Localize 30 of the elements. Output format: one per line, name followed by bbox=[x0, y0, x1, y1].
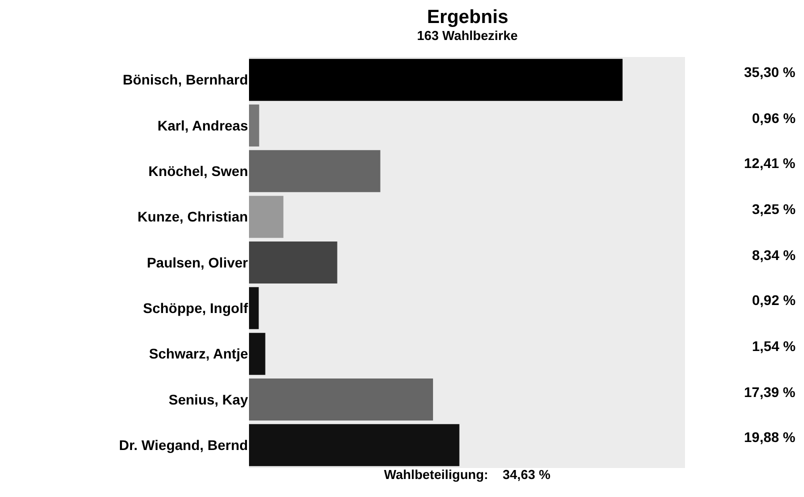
bar bbox=[249, 104, 260, 147]
y-tick-label: Bönisch, Bernhard bbox=[122, 72, 248, 88]
data-label: 0,96 % bbox=[752, 110, 796, 126]
data-label: 3,25 % bbox=[752, 201, 796, 217]
bar bbox=[249, 241, 338, 284]
data-label: 1,54 % bbox=[752, 338, 796, 354]
y-tick-label: Dr. Wiegand, Bernd bbox=[118, 437, 248, 454]
y-tick-label: Schöppe, Ingolf bbox=[143, 300, 248, 316]
y-tick-label: Senius, Kay bbox=[168, 391, 248, 408]
y-tick-label: Schwarz, Antje bbox=[148, 346, 248, 362]
chart-subtitle: 163 Wahlbezirke bbox=[417, 28, 518, 43]
bar bbox=[249, 332, 266, 375]
bar bbox=[249, 58, 623, 101]
data-label: 0,92 % bbox=[752, 292, 796, 308]
data-label: 19,88 % bbox=[744, 429, 796, 445]
annotation: Wahlbeteiligung: 34,63 % bbox=[384, 467, 551, 482]
data-label: 17,39 % bbox=[744, 384, 796, 400]
bar bbox=[249, 150, 380, 192]
y-tick-label: Kunze, Christian bbox=[138, 208, 248, 225]
chart-title: Ergebnis bbox=[427, 7, 508, 28]
data-label: 8,34 % bbox=[752, 247, 796, 263]
y-tick-label: Knöchel, Swen bbox=[148, 163, 248, 180]
bar bbox=[249, 424, 460, 466]
bar bbox=[249, 378, 434, 421]
data-label: 12,41 % bbox=[744, 155, 796, 171]
y-tick-label: Karl, Andreas bbox=[157, 117, 248, 134]
bar bbox=[249, 196, 284, 238]
bar bbox=[249, 287, 259, 330]
y-tick-label: Paulsen, Oliver bbox=[146, 254, 249, 270]
data-label: 35,30 % bbox=[744, 64, 796, 80]
